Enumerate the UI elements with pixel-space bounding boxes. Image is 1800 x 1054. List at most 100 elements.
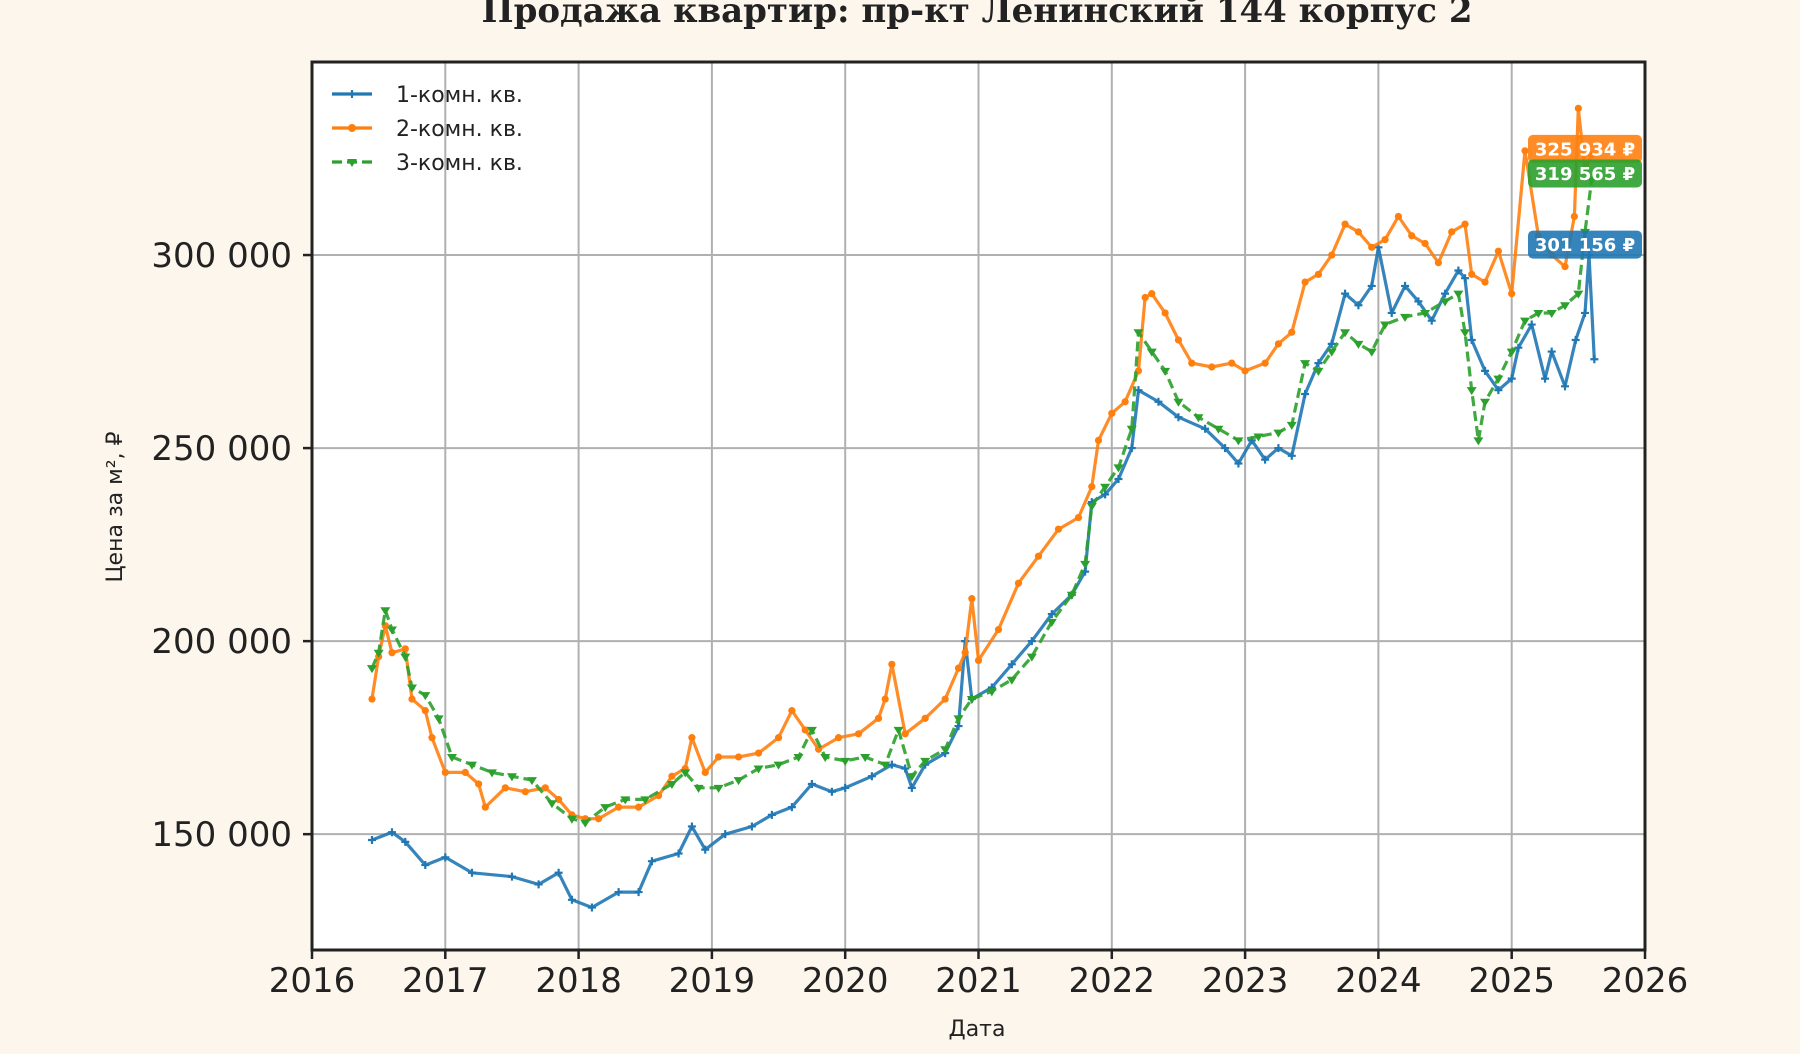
series-2-point <box>1421 239 1429 248</box>
series-1-point <box>1341 289 1350 298</box>
series-2-point <box>1141 293 1149 302</box>
series-3-point <box>1546 309 1557 318</box>
series-2-point <box>1394 212 1402 221</box>
series-3-point <box>420 692 431 701</box>
series-3-point <box>1533 309 1544 318</box>
series-3-point <box>526 777 537 786</box>
series-2-point <box>1188 359 1196 367</box>
series-1-point <box>421 861 430 870</box>
series-3-point <box>1560 302 1571 311</box>
series-1-point <box>401 837 410 846</box>
series-1-point <box>1441 289 1450 298</box>
series-3-point <box>920 757 931 766</box>
series-1-point <box>1454 266 1463 275</box>
series-2-point <box>481 803 489 811</box>
series-3-point <box>966 696 977 705</box>
series-2-point <box>461 768 469 777</box>
series-1-point <box>567 895 576 904</box>
series-1-point <box>701 845 710 854</box>
series-2-point <box>401 645 409 653</box>
series-1-point <box>1461 274 1470 283</box>
series-1-point <box>1571 335 1580 344</box>
end-badge-2-box <box>1528 134 1642 163</box>
series-3-point <box>1146 348 1157 357</box>
series-2-point <box>521 788 529 796</box>
series-3-point <box>713 784 724 793</box>
series-2-point <box>1368 243 1376 251</box>
end-badge-1-box <box>1528 230 1642 259</box>
series-2-point <box>501 784 509 792</box>
series-3-point <box>1420 309 1431 318</box>
series-2-point <box>555 795 563 804</box>
x-tick-label: 2026 <box>1602 961 1689 1001</box>
chart-title: Продажа квартир: пр-кт Ленинский 144 кор… <box>482 0 1473 31</box>
series-2-point <box>1341 220 1349 228</box>
series-2-point <box>1161 309 1169 317</box>
series-2-point <box>921 714 929 722</box>
x-tick-label: 2022 <box>1069 961 1156 1001</box>
series-3-point <box>386 626 397 635</box>
series-1-point <box>1047 610 1056 619</box>
series-3-point <box>1480 398 1491 407</box>
series-3-point <box>880 761 891 770</box>
series-2-point <box>701 768 709 777</box>
series-3-point <box>1460 329 1471 338</box>
series-2-point <box>1574 104 1582 112</box>
series-3-point <box>620 796 631 805</box>
series-1-point <box>467 868 476 877</box>
series-1-point <box>1387 308 1396 317</box>
series-1-point <box>1367 281 1376 290</box>
series-3-point <box>580 819 591 828</box>
series-1-point <box>1527 320 1536 329</box>
series-3-point <box>466 761 477 770</box>
series-1-point <box>721 830 730 839</box>
series-2-point <box>1468 270 1476 278</box>
series-3-point <box>373 649 384 658</box>
series-1-point <box>1581 308 1590 317</box>
series-2-point <box>1228 359 1236 367</box>
series-3-point <box>1326 348 1337 357</box>
series-3-point <box>1286 421 1297 430</box>
series-1-point <box>614 888 623 897</box>
series-2-point <box>1088 483 1096 491</box>
series-1-point <box>907 783 916 792</box>
series-1-point <box>1481 366 1490 375</box>
series-1-point <box>954 722 963 731</box>
series-1-point <box>867 772 876 781</box>
series-1-point <box>1234 459 1243 468</box>
series-3-point <box>820 753 831 762</box>
series-1-point <box>1507 374 1516 383</box>
series-1-point <box>674 849 683 858</box>
series-2-point <box>1354 228 1363 236</box>
series-1-point <box>1327 339 1336 348</box>
series-3-point <box>693 784 704 793</box>
series-3-point <box>1233 437 1244 446</box>
series-2-point <box>1570 212 1578 221</box>
series-2-point <box>1094 436 1103 444</box>
series-2-point <box>754 749 763 757</box>
series-2-point <box>968 595 976 603</box>
series-3-point <box>1086 503 1097 511</box>
series-1-point <box>1354 301 1363 310</box>
series-2-point <box>1208 363 1216 371</box>
series-1-point <box>634 888 643 897</box>
series-3-point <box>773 761 784 770</box>
series-1-point <box>1514 343 1523 352</box>
series-3-point <box>1193 414 1204 423</box>
series-1-point <box>687 822 696 831</box>
series-3-point <box>1046 618 1057 627</box>
series-2-point <box>941 695 949 703</box>
series-3-point <box>1440 298 1451 307</box>
series-1-point <box>747 822 756 831</box>
series-3-point <box>1300 360 1311 369</box>
series-3-point <box>680 769 691 778</box>
series-1-point <box>841 783 850 792</box>
series-2-point <box>888 660 896 668</box>
series-1-point <box>1547 347 1556 356</box>
series-3-point <box>986 688 997 697</box>
series-2-point <box>801 726 809 734</box>
series-1-point <box>767 810 776 819</box>
series-1-point <box>554 868 563 877</box>
series-1-point <box>534 880 543 889</box>
series-2-point <box>408 695 416 703</box>
